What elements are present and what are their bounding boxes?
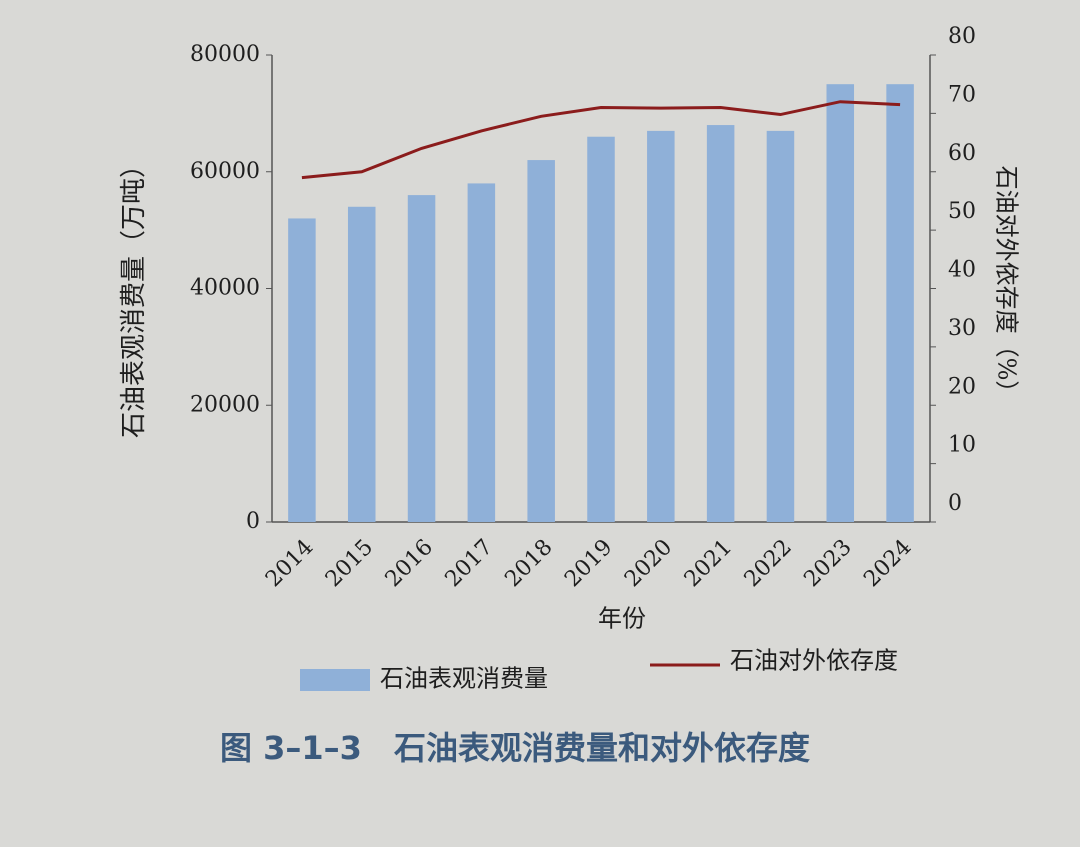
y-tick-label: 0	[246, 509, 260, 534]
bar	[467, 183, 496, 523]
bar	[288, 218, 316, 522]
y-tick-label: 20000	[190, 392, 260, 417]
bar	[826, 84, 855, 522]
y2-tick-label: 20	[948, 374, 976, 399]
x-axis-title: 年份	[598, 605, 646, 633]
y2-tick-label: 10	[948, 433, 976, 458]
y2-tick-label: 60	[948, 141, 976, 166]
bar	[886, 84, 914, 522]
legend-swatch	[300, 669, 370, 691]
y-tick-label: 40000	[190, 276, 260, 301]
bar	[587, 136, 615, 522]
legend-label: 石油对外依存度	[730, 647, 898, 675]
legend-label: 石油表观消费量	[380, 665, 548, 693]
chart-title: 图 3–1–3 石油表观消费量和对外依存度	[220, 729, 810, 767]
line	[301, 100, 901, 180]
y-tick-label: 80000	[190, 42, 260, 67]
bar	[647, 130, 675, 522]
y-axis-title: 石油表观消费量（万吨）	[119, 152, 149, 438]
bar	[527, 160, 555, 522]
bar	[766, 130, 795, 522]
y-tick-label: 60000	[190, 159, 260, 184]
y2-tick-label: 80	[948, 24, 976, 49]
y2-tick-label: 40	[948, 258, 976, 283]
bar	[347, 206, 376, 522]
bar	[706, 125, 735, 523]
y2-tick-label: 0	[948, 491, 962, 516]
y2-tick-label: 30	[948, 316, 976, 341]
y2-tick-label: 50	[948, 199, 976, 224]
y2-tick-label: 70	[948, 82, 976, 107]
bar	[407, 195, 436, 522]
y2-axis-title: 石油对外依存度（%）	[993, 166, 1021, 405]
